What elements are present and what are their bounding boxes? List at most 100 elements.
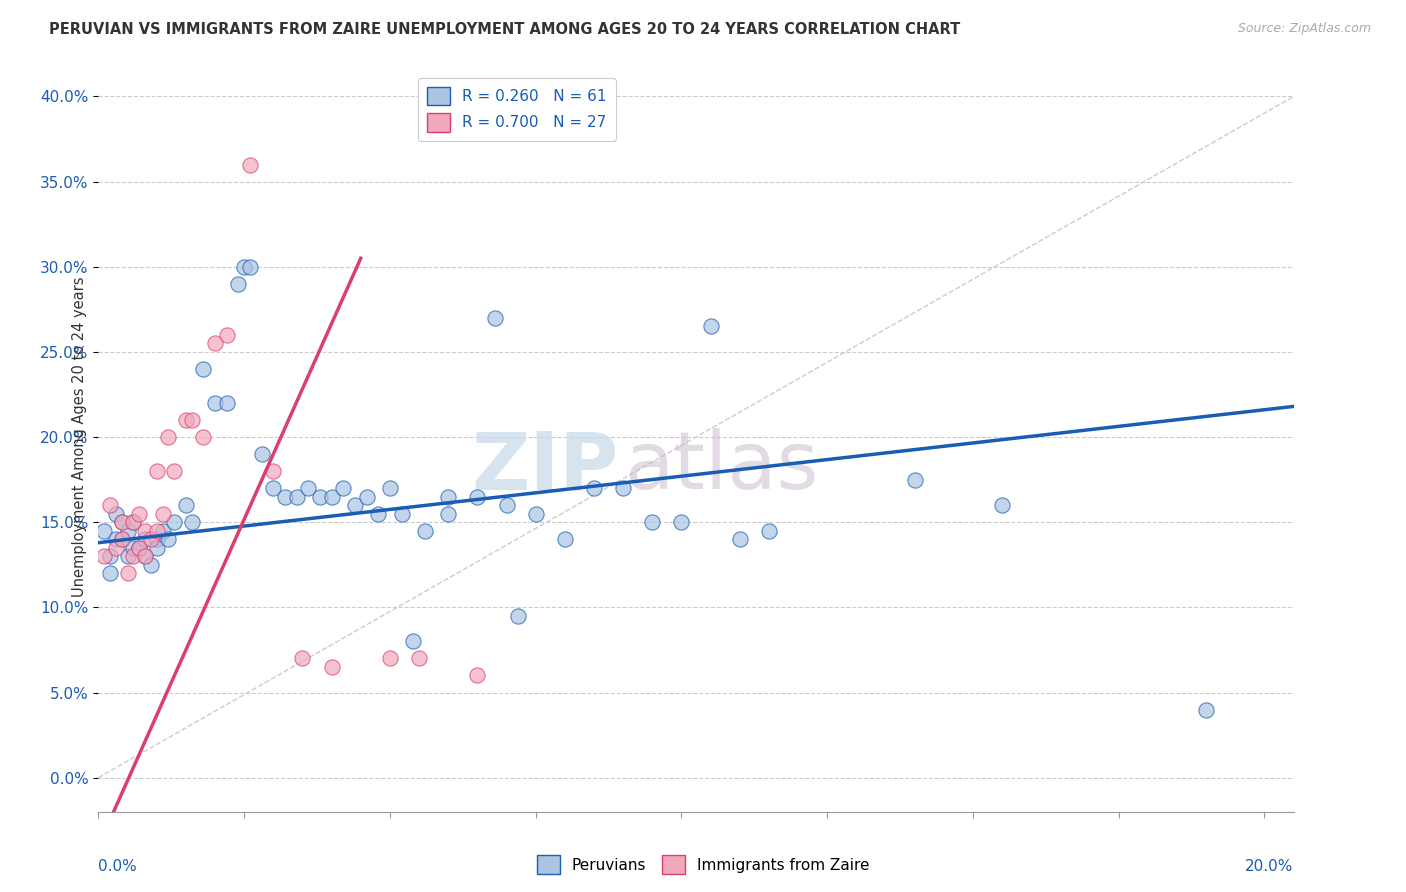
Point [274,490,297,504]
Point [145,464,167,478]
Point [157,533,180,547]
Point [128,541,150,555]
Point [228,277,250,291]
Point [408,651,430,665]
Legend: R = 0.260   N = 61, R = 0.700   N = 27: R = 0.260 N = 61, R = 0.700 N = 27 [418,78,616,141]
Point [174,413,197,427]
Point [903,473,925,487]
Point [98,549,121,564]
Point [508,608,530,623]
Point [145,533,167,547]
Point [321,490,343,504]
Point [758,524,780,538]
Point [391,507,413,521]
Point [321,660,343,674]
Point [98,566,121,581]
Point [134,549,156,564]
Point [309,490,332,504]
Point [554,533,576,547]
Point [204,396,226,410]
Point [285,490,308,504]
Point [134,524,156,538]
Point [356,490,378,504]
Point [582,481,605,495]
Point [524,507,547,521]
Point [378,651,401,665]
Point [104,533,127,547]
Point [111,515,134,529]
Point [93,524,115,538]
Point [122,541,145,555]
Point [122,515,145,529]
Point [122,549,145,564]
Point [215,396,238,410]
Point [111,533,134,547]
Point [193,362,215,376]
Point [204,336,226,351]
Point [262,481,284,495]
Point [104,507,127,521]
Point [437,507,460,521]
Point [134,533,156,547]
Point [180,515,202,529]
Point [104,541,127,555]
Point [250,447,273,461]
Text: Source: ZipAtlas.com: Source: ZipAtlas.com [1237,22,1371,36]
Point [233,260,256,274]
Point [152,524,174,538]
Point [699,319,721,334]
Point [193,430,215,444]
Point [139,533,162,547]
Point [467,490,489,504]
Point [332,481,354,495]
Y-axis label: Unemployment Among Ages 20 to 24 years: Unemployment Among Ages 20 to 24 years [72,277,87,598]
Point [612,481,634,495]
Point [484,310,506,325]
Point [671,515,693,529]
Point [728,533,751,547]
Point [157,430,180,444]
Point [111,533,134,547]
Point [117,524,139,538]
Point [98,498,121,512]
Point [378,481,401,495]
Point [145,541,167,555]
Point [467,668,489,682]
Point [437,490,460,504]
Point [122,515,145,529]
Point [134,549,156,564]
Legend: Peruvians, Immigrants from Zaire: Peruvians, Immigrants from Zaire [530,849,876,880]
Point [111,515,134,529]
Point [239,158,262,172]
Point [117,566,139,581]
Point [117,549,139,564]
Point [128,507,150,521]
Point [413,524,436,538]
Point [1195,702,1218,716]
Point [641,515,664,529]
Point [343,498,366,512]
Point [128,541,150,555]
Text: atlas: atlas [624,428,818,506]
Point [297,481,319,495]
Text: PERUVIAN VS IMMIGRANTS FROM ZAIRE UNEMPLOYMENT AMONG AGES 20 TO 24 YEARS CORRELA: PERUVIAN VS IMMIGRANTS FROM ZAIRE UNEMPL… [49,22,960,37]
Point [402,634,425,648]
Point [174,498,197,512]
Point [163,515,186,529]
Point [291,651,314,665]
Point [495,498,517,512]
Text: 0.0%: 0.0% [98,859,138,874]
Point [262,464,284,478]
Point [215,327,238,342]
Point [139,558,162,572]
Point [180,413,202,427]
Point [991,498,1014,512]
Point [163,464,186,478]
Text: ZIP: ZIP [471,428,619,506]
Point [93,549,115,564]
Point [367,507,389,521]
Point [152,507,174,521]
Point [145,524,167,538]
Text: 20.0%: 20.0% [1246,859,1294,874]
Point [239,260,262,274]
